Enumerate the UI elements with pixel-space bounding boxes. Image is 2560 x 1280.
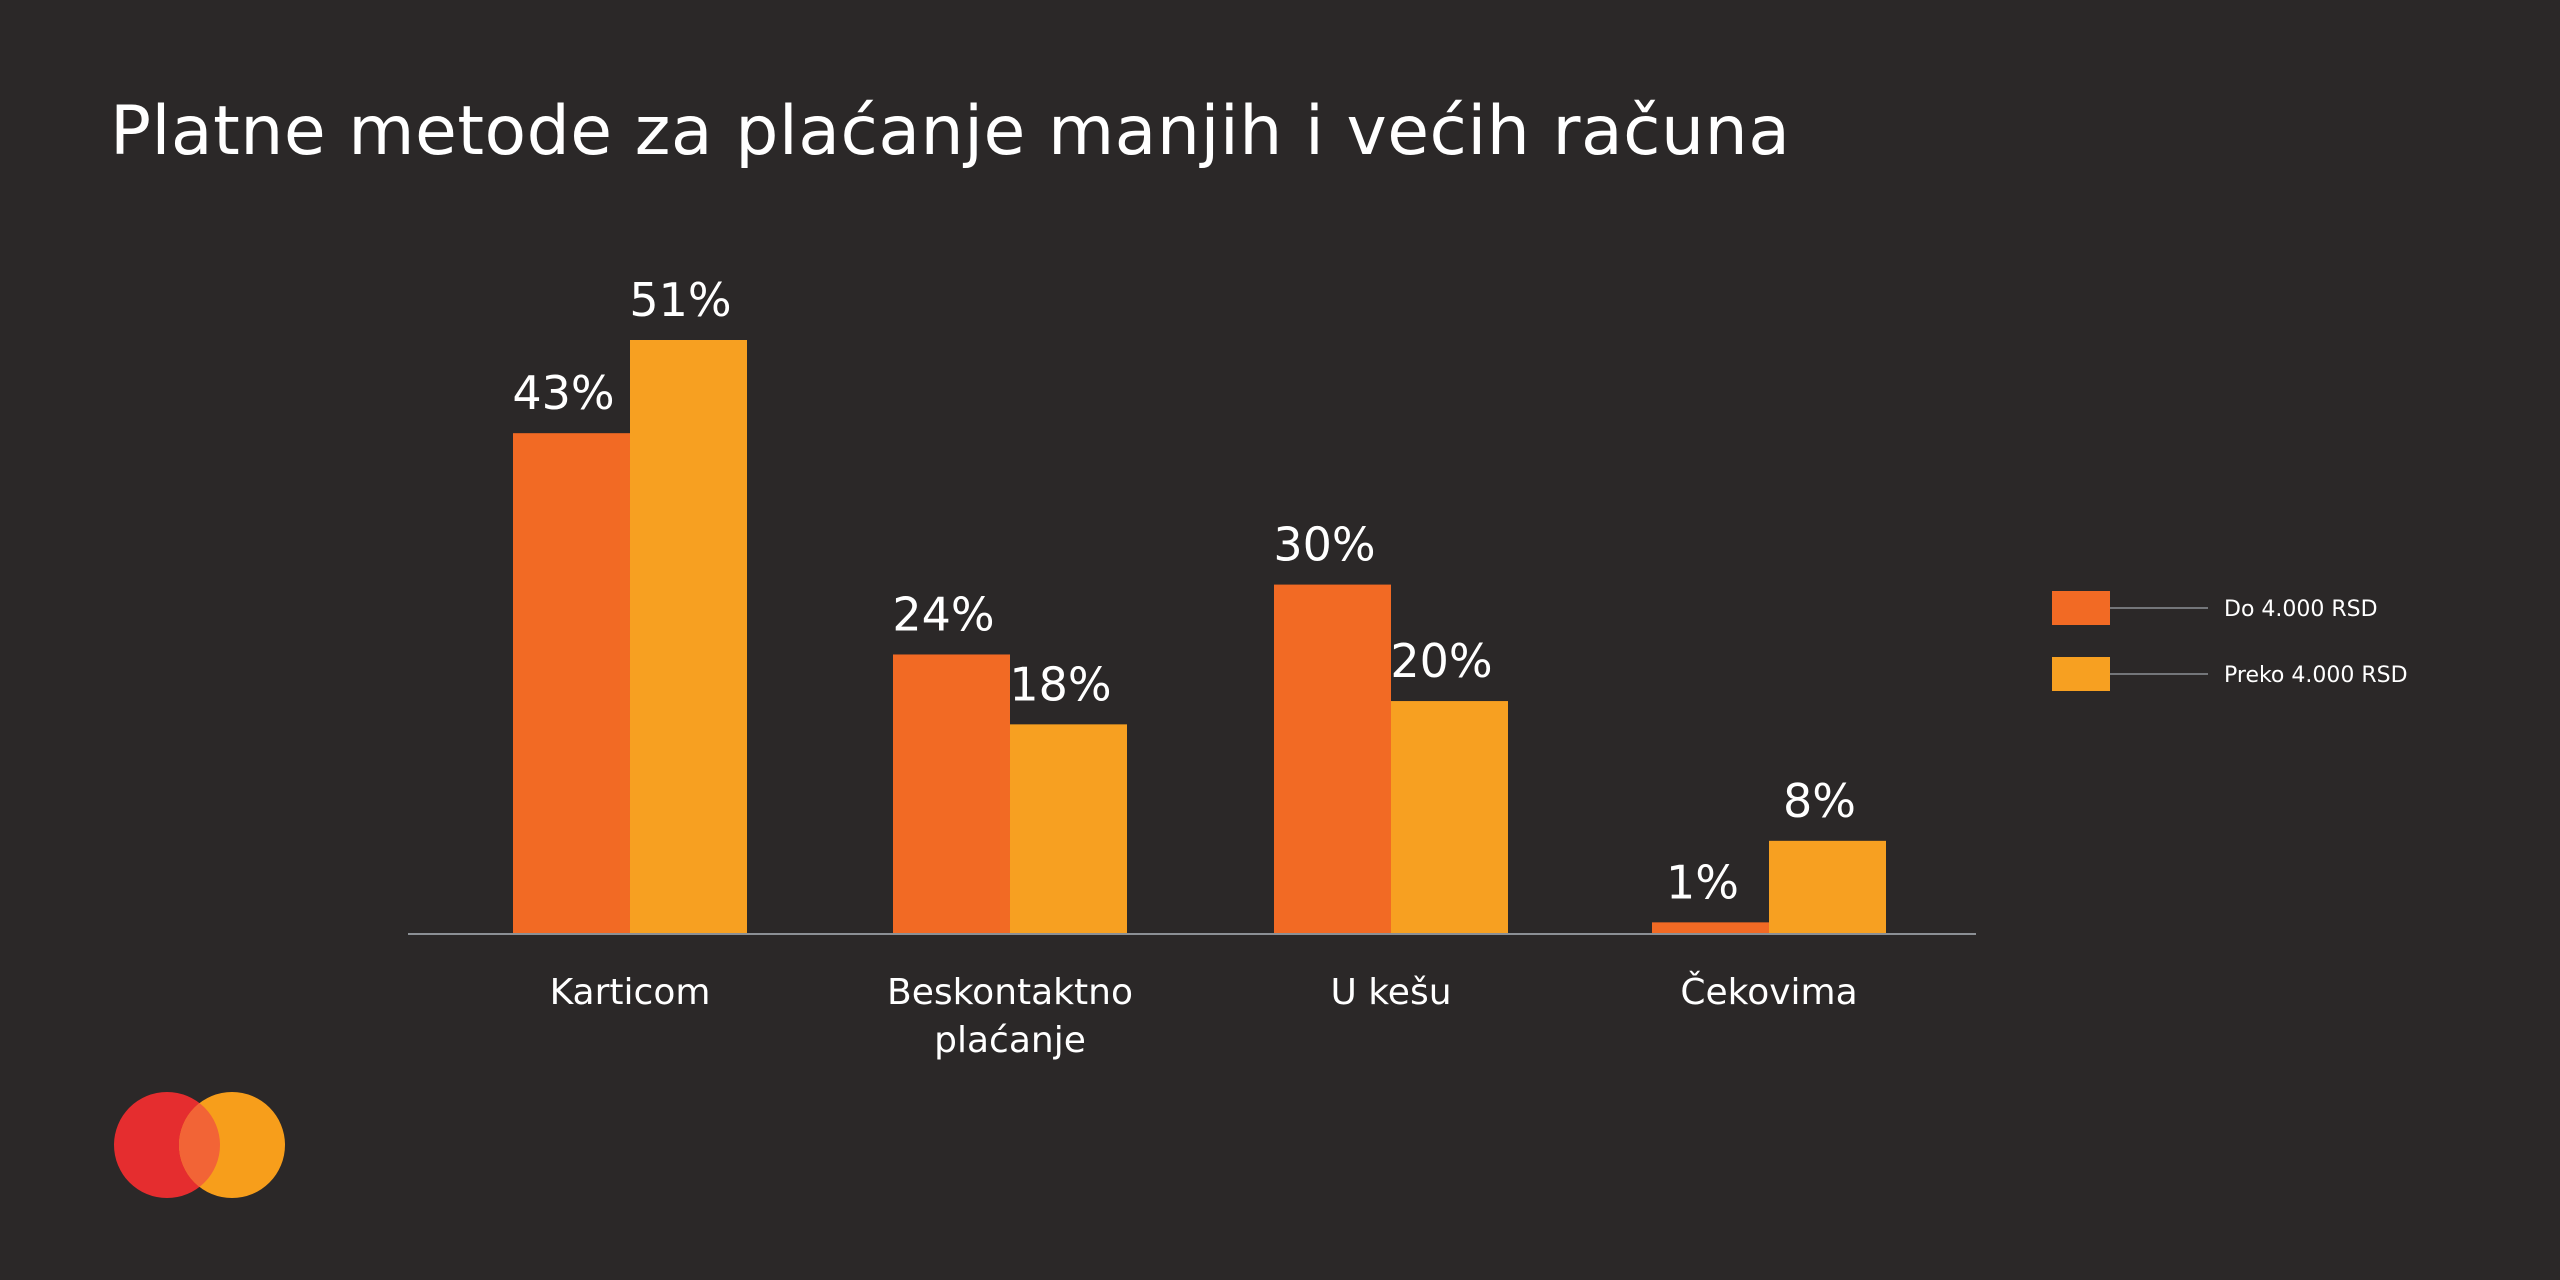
category-label: U kešu bbox=[1330, 972, 1451, 1013]
category-label: Karticom bbox=[550, 972, 711, 1013]
bars-group bbox=[513, 340, 1886, 934]
mastercard-logo-icon bbox=[114, 1092, 285, 1198]
chart-title: Platne metode za plaćanje manjih i većih… bbox=[110, 92, 1791, 171]
bar-value-label: 30% bbox=[1273, 518, 1375, 572]
bar-1-1 bbox=[1010, 724, 1127, 934]
bar-labels-group: 43% 51% 24% 18% 30% 20% 1% 8% bbox=[512, 273, 1856, 909]
category-label-line: plaćanje bbox=[934, 1020, 1086, 1061]
legend-swatch bbox=[2052, 657, 2110, 691]
bar-0-0 bbox=[513, 433, 630, 934]
legend-swatch bbox=[2052, 591, 2110, 625]
bar-2-1 bbox=[1391, 701, 1508, 934]
category-labels-group: Karticom Beskontaktno plaćanje U kešu Čekovi… bbox=[550, 971, 1858, 1061]
bar-value-label: 24% bbox=[892, 587, 994, 641]
bar-1-0 bbox=[893, 654, 1010, 934]
bar-0-1 bbox=[630, 340, 747, 934]
category-label-line: U kešu bbox=[1330, 972, 1451, 1013]
legend: Do 4.000 RSD Preko 4.000 RSD bbox=[2052, 591, 2408, 691]
bar-value-label: 8% bbox=[1783, 774, 1856, 828]
bar-value-label: 1% bbox=[1666, 855, 1739, 909]
category-label: Čekovima bbox=[1680, 971, 1857, 1013]
category-label-line: Čekovima bbox=[1680, 971, 1857, 1013]
bar-3-1 bbox=[1769, 840, 1886, 934]
category-label: Beskontaktno plaćanje bbox=[887, 972, 1133, 1061]
category-label-line: Beskontaktno bbox=[887, 972, 1133, 1013]
bar-2-0 bbox=[1274, 584, 1391, 934]
bar-3-0 bbox=[1652, 922, 1769, 934]
bar-value-label: 18% bbox=[1009, 657, 1111, 711]
legend-label: Do 4.000 RSD bbox=[2224, 597, 2378, 622]
bar-value-label: 20% bbox=[1390, 634, 1492, 688]
logo-overlap bbox=[179, 1092, 220, 1198]
bar-value-label: 51% bbox=[629, 273, 731, 327]
legend-label: Preko 4.000 RSD bbox=[2224, 663, 2408, 688]
bar-value-label: 43% bbox=[512, 366, 614, 420]
category-label-line: Karticom bbox=[550, 972, 711, 1013]
